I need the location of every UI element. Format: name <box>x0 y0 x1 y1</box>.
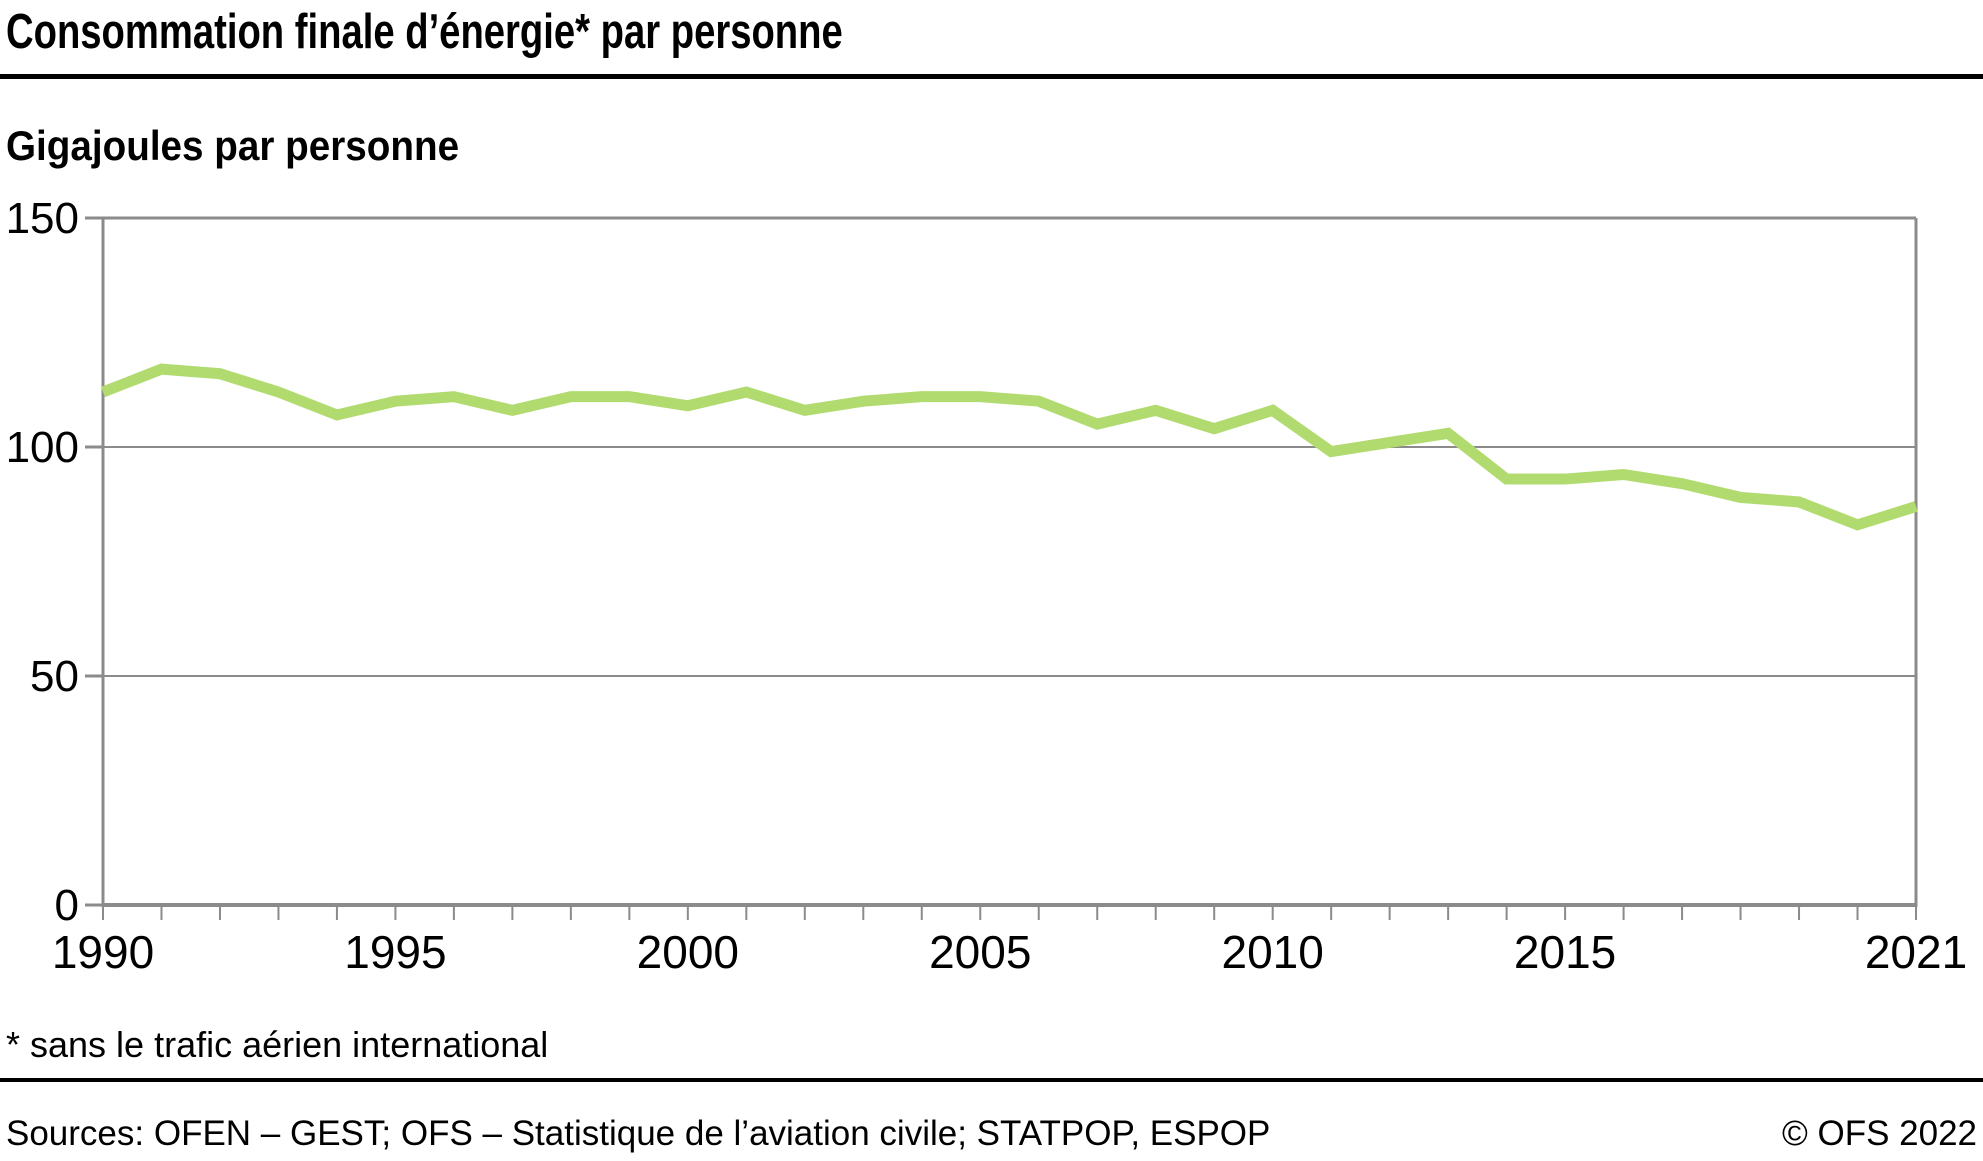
x-tick-label-1995: 1995 <box>344 926 446 978</box>
title-divider <box>0 74 1983 79</box>
y-tick-label-150: 150 <box>6 194 79 243</box>
footer: Sources: OFEN – GEST; OFS – Statistique … <box>6 1114 1977 1154</box>
chart-title: Consommation finale d’énergie* par perso… <box>6 5 843 59</box>
y-axis-unit-label: Gigajoules par personne <box>6 122 460 169</box>
data-line-energy-per-person <box>100 363 1918 531</box>
x-tick-label-1990: 1990 <box>52 926 154 978</box>
y-tick-label-0: 0 <box>55 881 79 930</box>
y-tick-label-50: 50 <box>30 652 79 701</box>
copyright-text: © OFS 2022 <box>1781 1114 1977 1153</box>
sources-text: Sources: OFEN – GEST; OFS – Statistique … <box>6 1114 1271 1153</box>
x-tick-label-2015: 2015 <box>1514 926 1616 978</box>
line-chart: 0 50 100 150 1990 1995 2000 2005 2010 2015 2021 <box>6 194 1968 978</box>
footer-divider <box>0 1078 1983 1082</box>
x-tick-label-2010: 2010 <box>1222 926 1324 978</box>
footnote: * sans le trafic aérien international <box>6 1024 549 1065</box>
x-tick-label-2000: 2000 <box>637 926 739 978</box>
x-tick-label-2005: 2005 <box>929 926 1031 978</box>
x-tick-label-2021: 2021 <box>1865 926 1967 978</box>
y-tick-label-100: 100 <box>6 423 79 472</box>
